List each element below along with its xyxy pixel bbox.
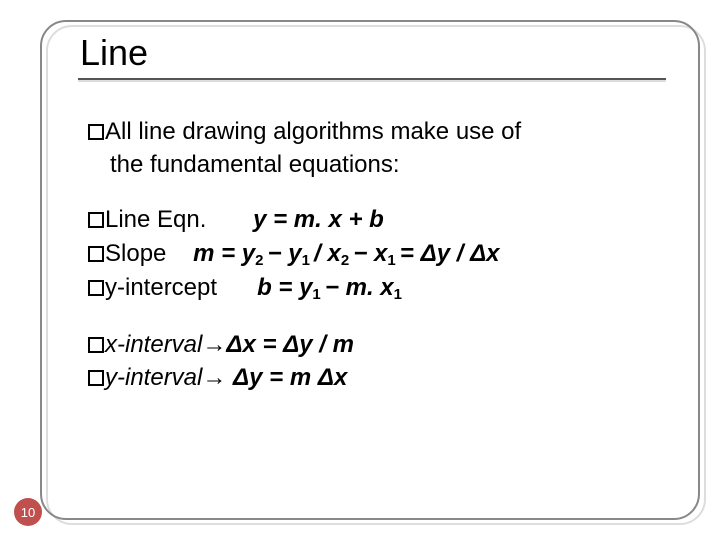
eq5-label: y-interval	[105, 364, 202, 391]
page-number-badge: 10	[14, 498, 42, 526]
eq3-label: y-intercept	[105, 274, 217, 301]
eq-xinterval: x-interval→Δx = Δy / m	[88, 329, 680, 360]
intro-cont: the fundamental equations:	[88, 149, 680, 180]
eq1-label: Line Eqn.	[105, 206, 206, 233]
eq2-label: Slope	[105, 240, 166, 267]
checkbox-icon	[88, 212, 104, 228]
eq1-expr: y = m. x + b	[253, 206, 384, 233]
slide-title: Line	[80, 32, 148, 74]
checkbox-icon	[88, 280, 104, 296]
intro-lead: All line drawing algorithms make use of	[105, 118, 521, 145]
slide-body: All line drawing algorithms make use of …	[88, 116, 680, 417]
eq-yinterval: y-interval→ Δy = m Δx	[88, 362, 680, 393]
checkbox-icon	[88, 246, 104, 262]
checkbox-icon	[88, 124, 104, 140]
eq-slope: Slope m = y2 − y1 / x2 − x1 = Δy / Δx	[88, 238, 680, 271]
intro-line: All line drawing algorithms make use of	[88, 116, 680, 147]
checkbox-icon	[88, 337, 104, 353]
page-number: 10	[21, 505, 35, 520]
eq4-label: x-interval	[105, 331, 202, 358]
checkbox-icon	[88, 370, 104, 386]
eq-line-eqn: Line Eqn. y = m. x + b	[88, 204, 680, 235]
eq-yintercept: y-intercept b = y1 − m. x1	[88, 272, 680, 305]
